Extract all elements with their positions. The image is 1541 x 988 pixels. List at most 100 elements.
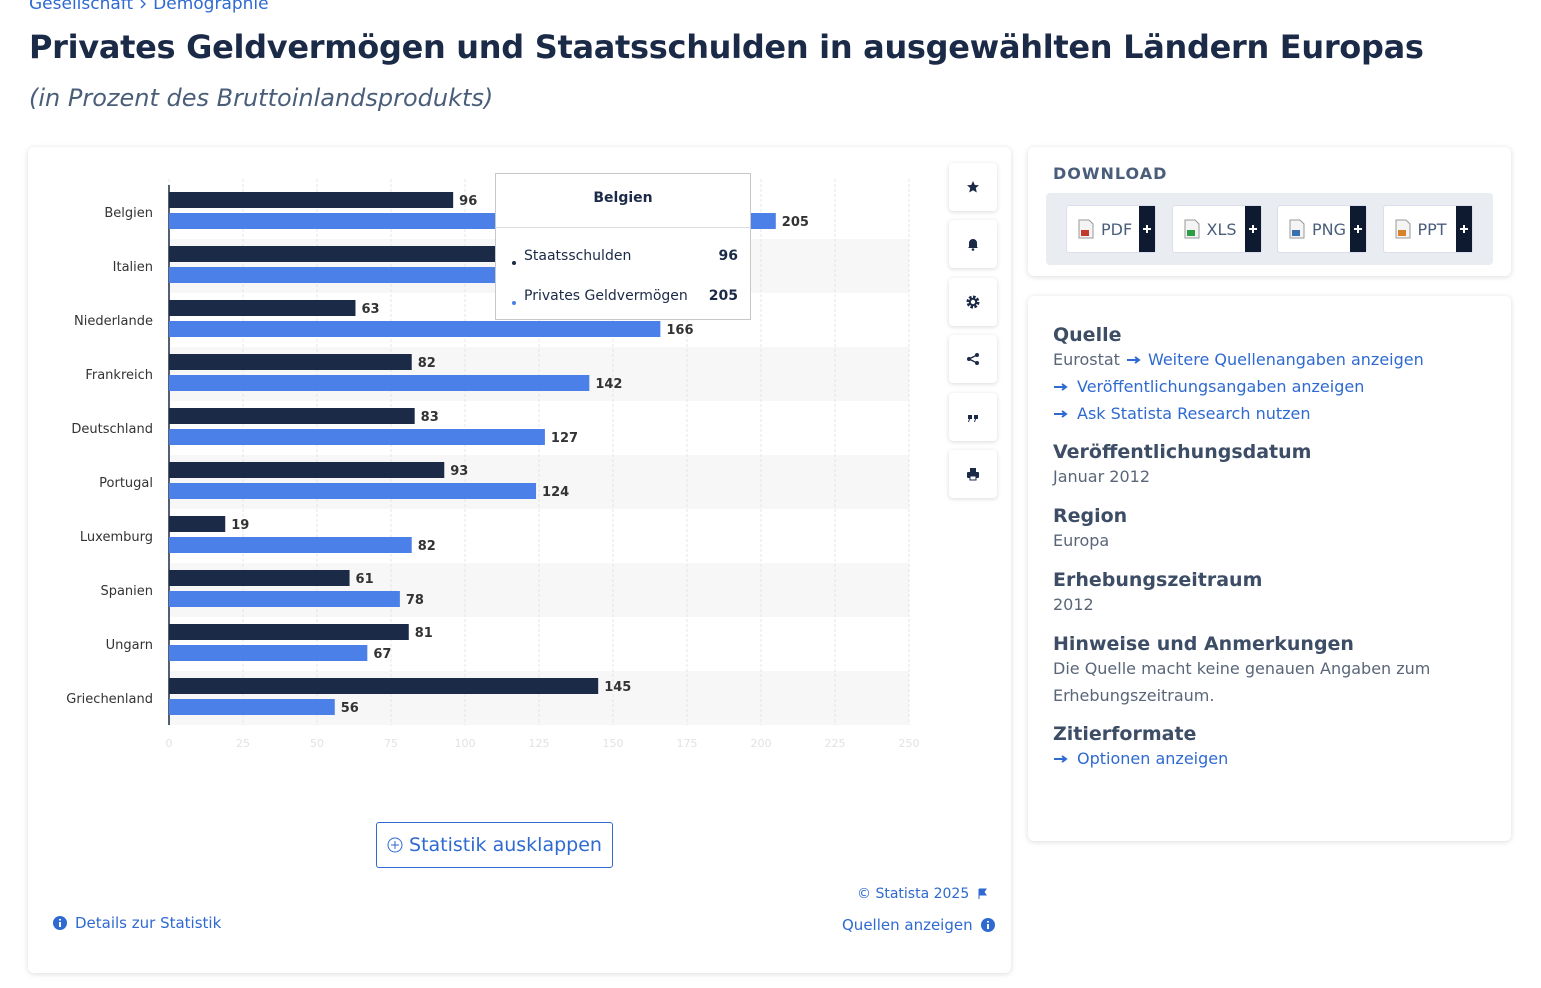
x-tick-label: 100: [455, 737, 476, 750]
sources-text: Quellen anzeigen: [842, 916, 973, 934]
data-label: 127: [551, 431, 578, 446]
bar: [169, 375, 590, 391]
y-tick-label: Frankreich: [85, 368, 153, 383]
plus: [1139, 206, 1155, 252]
info-text: Eurostat: [1053, 350, 1120, 369]
x-tick-label: 200: [751, 737, 772, 750]
plus: [1244, 206, 1261, 252]
data-label: 96: [459, 194, 477, 209]
copyright[interactable]: © Statista 2025: [857, 886, 988, 902]
info-text: Europa: [1053, 531, 1110, 550]
data-label: 93: [450, 464, 468, 479]
file-icon: [1289, 219, 1305, 239]
bar: [169, 537, 412, 553]
bullet: [511, 255, 519, 265]
y-tick-label: Italien: [113, 260, 153, 275]
breadcrumb-link[interactable]: Gesellschaft: [29, 0, 134, 14]
breadcrumb-link[interactable]: Demographie: [153, 0, 269, 14]
data-label: 82: [418, 539, 436, 554]
x-tick-label: 125: [529, 737, 550, 750]
info-heading: Zitierformate: [1053, 723, 1197, 745]
data-label: 82: [418, 356, 436, 371]
tooltip-value: 205: [708, 288, 738, 304]
expand-button[interactable]: Statistik ausklappen: [376, 822, 613, 868]
download-label: PPT: [1417, 219, 1447, 239]
x-tick-label: 225: [825, 737, 846, 750]
plus-icon: [387, 837, 403, 853]
favorite-button[interactable]: [949, 163, 997, 211]
data-label: 78: [406, 593, 424, 608]
bar: [169, 462, 445, 478]
y-tick-label: Portugal: [99, 476, 153, 491]
file-icon: [1078, 219, 1094, 239]
alert-button[interactable]: [949, 220, 997, 268]
y-tick-label: Griechenland: [66, 692, 153, 707]
data-label: 166: [666, 323, 693, 338]
bar: [169, 678, 599, 694]
page-subtitle: (in Prozent des Bruttoinlandsprodukts): [29, 84, 494, 112]
info-link[interactable]: Optionen anzeigen: [1077, 749, 1229, 768]
bar: [169, 591, 400, 607]
tooltip-series: Staatsschulden: [524, 248, 632, 264]
bar: [169, 429, 545, 445]
x-tick-label: 75: [384, 737, 398, 750]
plus: [1350, 206, 1366, 252]
info-text: 2012: [1053, 595, 1094, 614]
tooltip-title: Belgien: [593, 190, 653, 206]
bullet: [511, 295, 519, 305]
settings-button[interactable]: [949, 278, 997, 326]
cite-button[interactable]: [949, 393, 997, 441]
download-button[interactable]: PDF: [1066, 205, 1156, 253]
download-button[interactable]: XLS: [1171, 205, 1262, 253]
download-label: PNG: [1312, 219, 1347, 239]
page-title: Privates Geldvermögen und Staatsschulden…: [29, 28, 1424, 66]
details-link[interactable]: Details zur Statistik: [53, 914, 221, 932]
y-tick-label: Ungarn: [106, 638, 153, 653]
file-icon: [1395, 219, 1410, 239]
print-button[interactable]: [949, 450, 997, 498]
data-label: 205: [782, 215, 809, 230]
data-label: 83: [421, 410, 439, 425]
share-button[interactable]: [949, 335, 997, 383]
download-button[interactable]: PNG: [1277, 205, 1367, 253]
info-heading: Hinweise und Anmerkungen: [1053, 633, 1354, 655]
x-tick-label: 25: [236, 737, 250, 750]
data-label: 56: [341, 701, 359, 716]
data-label: 67: [373, 647, 391, 662]
data-label: 19: [231, 518, 249, 533]
tooltip-series: Privates Geldvermögen: [524, 288, 688, 304]
bar: [169, 300, 356, 316]
download-label: XLS: [1206, 219, 1237, 239]
download-button[interactable]: PPT: [1382, 205, 1473, 253]
expand-label: Statistik ausklappen: [409, 834, 602, 856]
details-text: Details zur Statistik: [75, 914, 222, 932]
y-tick-label: Belgien: [104, 206, 153, 221]
sources-link[interactable]: Quellen anzeigen: [842, 916, 995, 934]
info-card: Quelle Eurostat Weitere Quellenangaben an…: [1028, 296, 1511, 841]
tooltip-value: 96: [718, 248, 738, 264]
info-heading: Veröffentlichungsdatum: [1053, 441, 1312, 463]
bar: [169, 516, 226, 532]
info-link[interactable]: Veröffentlichungsangaben anzeigen: [1077, 377, 1365, 396]
info-link[interactable]: Ask Statista Research nutzen: [1077, 404, 1311, 423]
info-link[interactable]: Weitere Quellenangaben anzeigen: [1147, 350, 1424, 369]
bar: [169, 570, 350, 586]
bar: [169, 699, 335, 715]
bar: [169, 321, 661, 337]
info-text: Januar 2012: [1053, 467, 1150, 486]
bar: [169, 408, 415, 424]
chart: 0 25 50 75 100 125 150 175 200 225 250 Belgien 96 205…: [66, 179, 920, 750]
data-label: 63: [361, 302, 379, 317]
bar: [169, 483, 537, 499]
y-tick-label: Deutschland: [71, 422, 153, 437]
info-text: Die Quelle macht keine genauen Angaben z…: [1053, 659, 1431, 705]
data-label: 61: [356, 572, 374, 587]
download-title: DOWNLOAD: [1053, 164, 1168, 183]
x-tick-label: 0: [166, 737, 173, 750]
y-tick-label: Spanien: [100, 584, 153, 599]
data-label: 142: [595, 377, 622, 392]
divider: [496, 227, 750, 228]
tooltip: Belgien Staatsschulden 96 Privates Geldv…: [495, 173, 751, 320]
breadcrumb: Gesellschaft Demographie: [29, 0, 269, 14]
